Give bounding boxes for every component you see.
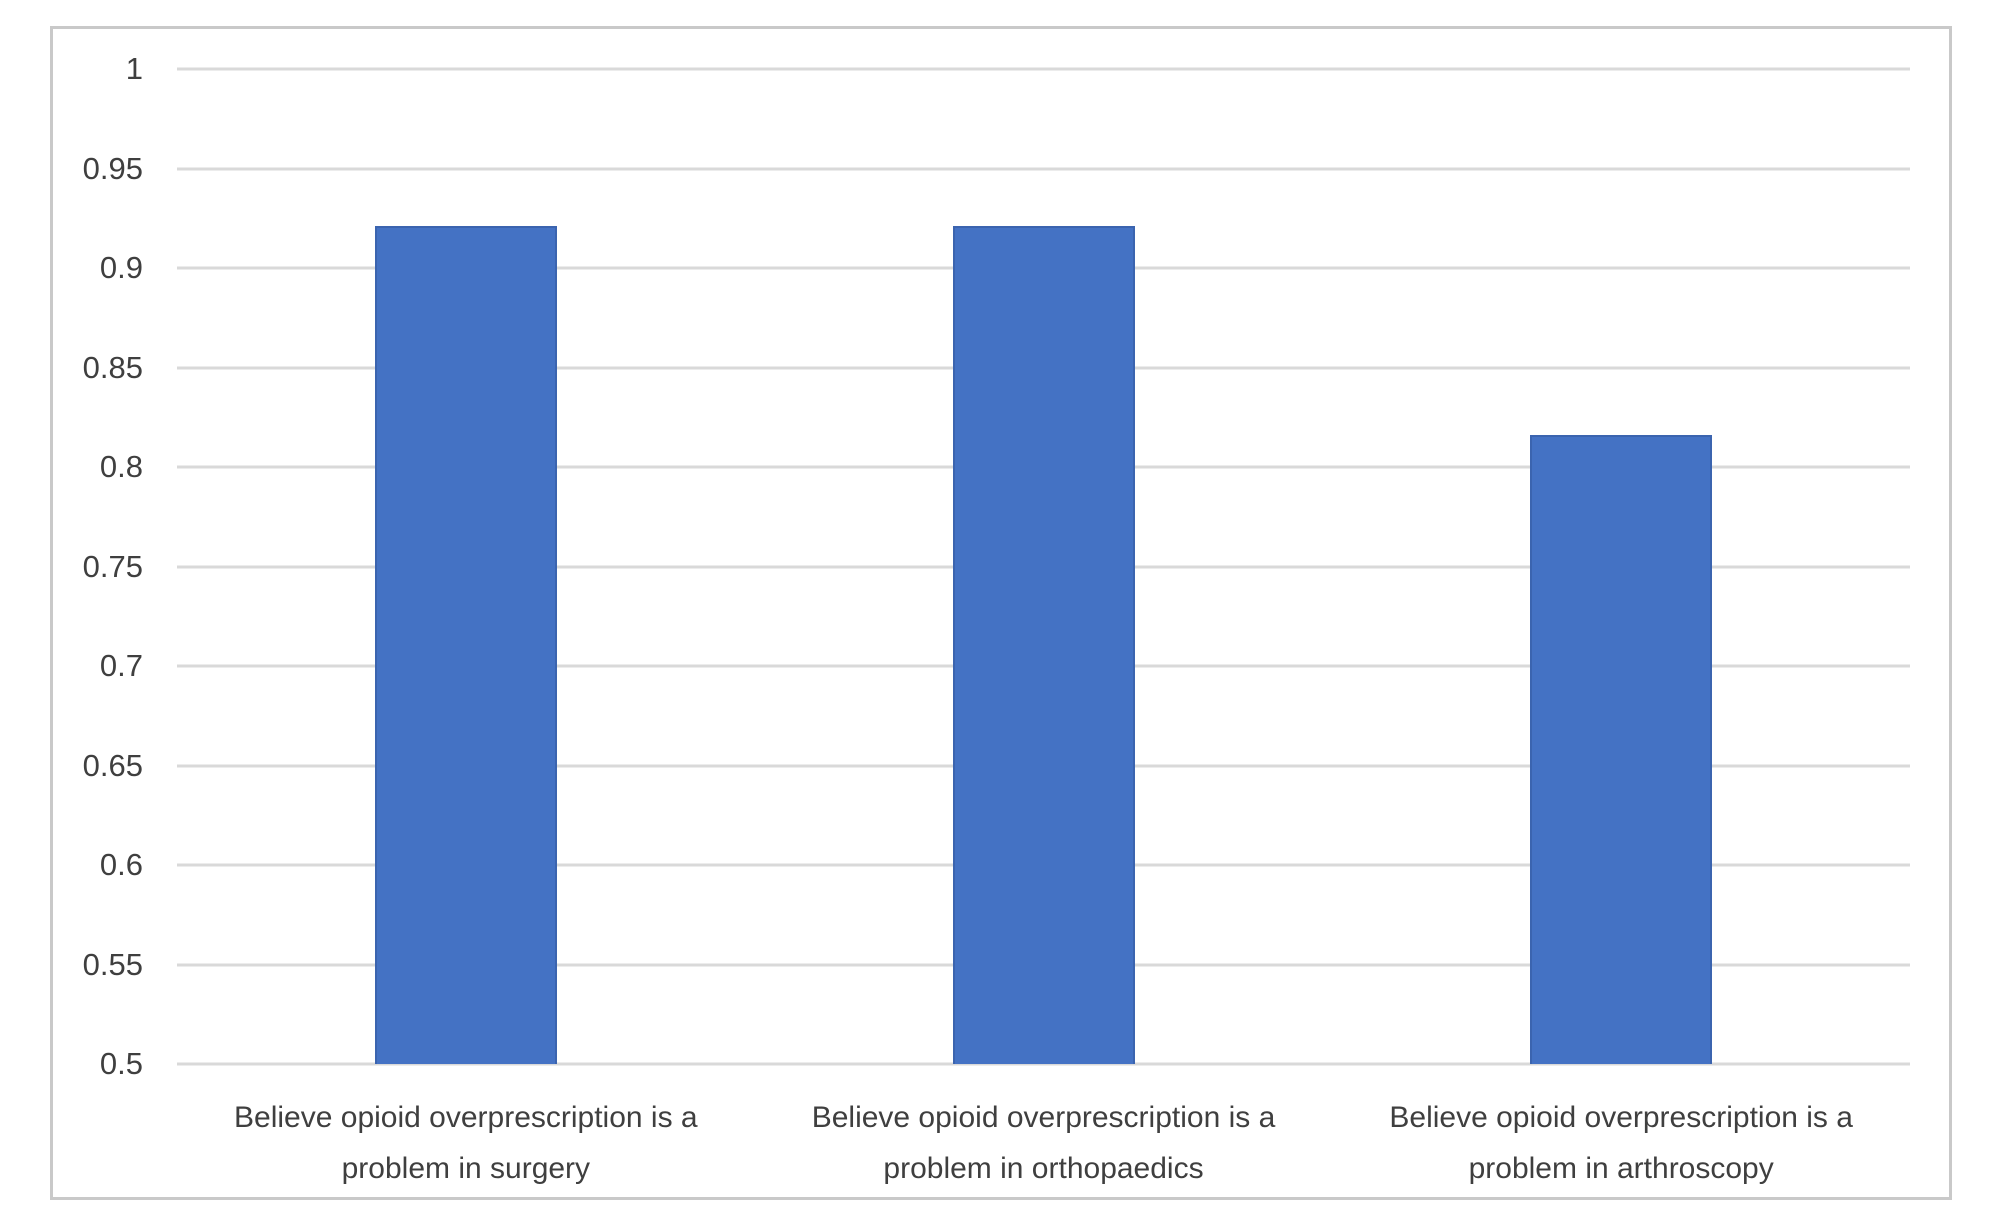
y-axis-tick-label: 0.65: [82, 747, 143, 783]
y-axis-tick-label: 0.7: [99, 648, 143, 683]
gridline-1: [177, 67, 1910, 71]
bars-group: [177, 69, 1910, 1064]
y-axis-tick-label: 0.85: [82, 349, 143, 385]
category-label-surgery: Believe opioid overprescription is a pro…: [177, 1092, 755, 1194]
category-label-arthroscopy: Believe opioid overprescription is a pro…: [1332, 1092, 1910, 1194]
bar-surgery: [374, 226, 557, 1064]
y-axis-tick-label: 1: [125, 51, 143, 86]
y-axis: 1 0.95 0.9 0.85 0.8 0.75 0.7 0.65 0.6 0.55 0.5: [40, 51, 143, 1081]
category-label-text: Believe opioid overprescription is a pro…: [234, 1101, 698, 1185]
bar-slot-arthroscopy: [1332, 69, 1910, 1064]
y-axis-tick-label: 0.9: [99, 250, 143, 285]
y-axis-tick-label: 0.55: [82, 946, 143, 982]
x-axis-category-labels: Believe opioid overprescription is a pro…: [177, 1092, 1910, 1194]
bar-slot-surgery: [177, 69, 755, 1064]
category-label-text: Believe opioid overprescription is a pro…: [1389, 1101, 1853, 1185]
category-label-orthopaedics: Believe opioid overprescription is a pro…: [755, 1092, 1333, 1194]
y-axis-tick-label: 0.95: [82, 150, 143, 186]
y-axis-tick-label: 0.5: [99, 1046, 143, 1081]
bar-arthroscopy: [1530, 435, 1713, 1064]
y-axis-tick-label: 0.75: [82, 548, 143, 584]
y-axis-tick-label: 0.6: [99, 847, 143, 882]
bar-orthopaedics: [952, 226, 1135, 1064]
plot-area: [177, 67, 1910, 1066]
y-axis-tick-label: 0.8: [99, 449, 143, 484]
gridline-0.5: [177, 1062, 1910, 1066]
gridline-0.95: [177, 167, 1910, 170]
bar-slot-orthopaedics: [755, 69, 1333, 1064]
category-label-text: Believe opioid overprescription is a pro…: [811, 1101, 1276, 1185]
